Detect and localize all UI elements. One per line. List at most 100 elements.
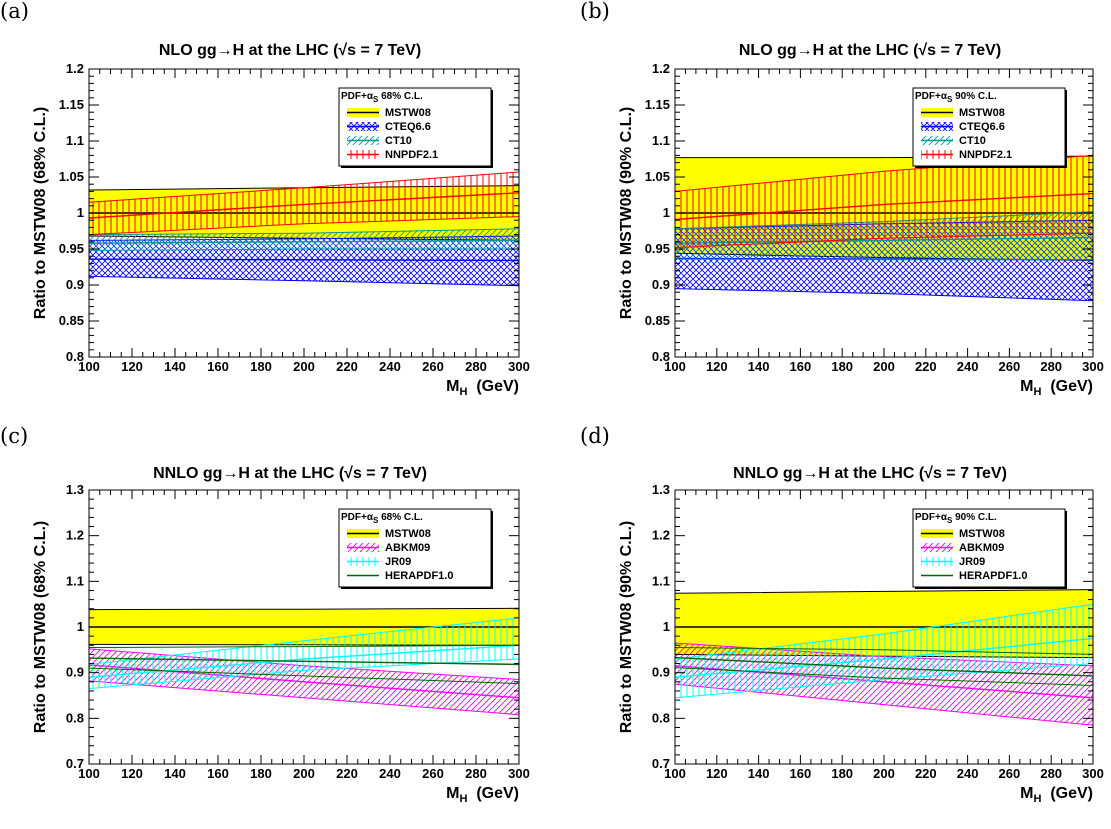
x-tick-label: 140 bbox=[164, 766, 186, 781]
x-tick-label: 280 bbox=[1040, 359, 1062, 374]
chart-title: NNLO gg→H at the LHC (√s = 7 TeV) bbox=[733, 465, 1007, 482]
legend-label: MSTW08 bbox=[959, 107, 1005, 119]
bands bbox=[89, 171, 519, 287]
y-tick-label: 0.8 bbox=[652, 349, 670, 364]
x-tick-label: 120 bbox=[706, 766, 728, 781]
band-upper-nnpdf2.1 bbox=[89, 171, 519, 203]
x-tick-label: 160 bbox=[790, 766, 812, 781]
y-tick-label: 1 bbox=[663, 205, 670, 220]
legend-label: NNPDF2.1 bbox=[959, 149, 1012, 161]
y-axis-label: Ratio to MSTW08 (68% C.L.) bbox=[32, 521, 49, 733]
band-lower-herapdf1.0 bbox=[675, 667, 1093, 686]
panel-label: (c) bbox=[0, 424, 28, 448]
x-tick-label: 100 bbox=[78, 359, 100, 374]
x-axis-label: MH (GeV) bbox=[1020, 785, 1093, 805]
chart-title: NNLO gg→H at the LHC (√s = 7 TeV) bbox=[153, 465, 427, 482]
y-tick-label: 1.2 bbox=[652, 528, 670, 543]
x-tick-label: 200 bbox=[293, 359, 315, 374]
legend-label: MSTW08 bbox=[385, 107, 431, 119]
band-lower-ct10 bbox=[675, 258, 1093, 261]
x-tick-label: 260 bbox=[422, 359, 444, 374]
chart-panel-1: (a)NLO gg→H at the LHC (√s = 7 TeV)100 12… bbox=[0, 0, 530, 398]
legend-label: JR09 bbox=[959, 556, 985, 568]
y-tick-label: 1.15 bbox=[645, 97, 670, 112]
y-tick-label: 1.05 bbox=[59, 169, 84, 184]
legend-label: ABKM09 bbox=[385, 542, 430, 554]
y-tick-label: 1 bbox=[663, 619, 670, 634]
y-tick-label: 1.1 bbox=[652, 573, 670, 588]
central-line-herapdf1.0 bbox=[89, 657, 519, 666]
band-upper-herapdf1.0 bbox=[89, 644, 519, 648]
x-tick-label: 300 bbox=[1082, 359, 1104, 374]
band-lower-cteq6.6 bbox=[675, 288, 1093, 302]
band-upper-mstw08 bbox=[675, 589, 1093, 594]
legend-label: NNPDF2.1 bbox=[385, 149, 438, 161]
bands bbox=[89, 607, 519, 716]
x-tick-label: 180 bbox=[831, 766, 853, 781]
x-tick-label: 260 bbox=[422, 766, 444, 781]
legend-label: CT10 bbox=[385, 135, 412, 147]
x-tick-label: 120 bbox=[706, 359, 728, 374]
panel-label: (d) bbox=[580, 424, 610, 448]
panel-label: (b) bbox=[580, 0, 610, 23]
x-axis-label: MH (GeV) bbox=[1020, 378, 1093, 398]
central-line-herapdf1.0 bbox=[675, 656, 1093, 677]
x-tick-label: 120 bbox=[121, 766, 143, 781]
band-jr09 bbox=[675, 604, 1093, 698]
legend-label: HERAPDF1.0 bbox=[385, 570, 453, 582]
chart-panel-2: (b)NLO gg→H at the LHC (√s = 7 TeV)100 12… bbox=[580, 0, 1104, 398]
x-tick-label: 240 bbox=[379, 766, 401, 781]
y-tick-label: 0.85 bbox=[645, 313, 670, 328]
legend-label: CTEQ6.6 bbox=[959, 121, 1005, 133]
y-tick-label: 1.05 bbox=[645, 169, 670, 184]
band-lower-jr09 bbox=[675, 663, 1093, 699]
y-tick-label: 0.8 bbox=[66, 349, 84, 364]
band-nnpdf2.1 bbox=[89, 172, 519, 235]
y-tick-label: 1.3 bbox=[66, 482, 84, 497]
y-tick-label: 0.9 bbox=[66, 665, 84, 680]
band-jr09 bbox=[89, 617, 519, 689]
legend: PDF+αS 68% C.L. MSTW08 CTEQ6.6 CT10 NNPDF2.1 bbox=[338, 87, 493, 168]
bands bbox=[675, 589, 1093, 726]
bands bbox=[675, 154, 1093, 302]
central-line-nnpdf2.1 bbox=[89, 192, 519, 219]
y-tick-label: 0.7 bbox=[652, 756, 670, 771]
x-tick-label: 100 bbox=[664, 766, 686, 781]
y-tick-label: 0.8 bbox=[652, 710, 670, 725]
x-tick-label: 200 bbox=[873, 359, 895, 374]
band-lower-nnpdf2.1 bbox=[89, 216, 519, 236]
panel-label: (a) bbox=[0, 0, 29, 23]
y-tick-label: 0.9 bbox=[652, 277, 670, 292]
y-tick-label: 0.95 bbox=[59, 241, 84, 256]
central-line-cteq6.6 bbox=[89, 258, 519, 262]
x-tick-label: 300 bbox=[508, 359, 530, 374]
x-tick-label: 300 bbox=[1082, 766, 1104, 781]
x-tick-label: 100 bbox=[78, 766, 100, 781]
band-lower-cteq6.6 bbox=[89, 275, 519, 287]
legend-label: MSTW08 bbox=[959, 528, 1005, 540]
y-tick-label: 1.1 bbox=[66, 133, 84, 148]
legend-label: ABKM09 bbox=[959, 542, 1004, 554]
x-tick-label: 160 bbox=[207, 766, 229, 781]
central-line-ct10 bbox=[89, 239, 519, 244]
y-tick-label: 1.1 bbox=[66, 573, 84, 588]
x-tick-label: 280 bbox=[465, 766, 487, 781]
chart-title: NLO gg→H at the LHC (√s = 7 TeV) bbox=[739, 42, 1001, 59]
band-lower-ct10 bbox=[89, 248, 519, 251]
chart-panel-4: (d) NNLO gg→H at the LHC (√s = 7 TeV) 100 1… bbox=[580, 424, 1104, 805]
legend-header: PDF+αS 68% C.L. bbox=[341, 91, 423, 104]
y-tick-label: 1.2 bbox=[66, 61, 84, 76]
legend-header: PDF+αS 90% C.L. bbox=[915, 512, 997, 525]
x-tick-label: 180 bbox=[831, 359, 853, 374]
x-tick-label: 240 bbox=[379, 359, 401, 374]
legend-label: HERAPDF1.0 bbox=[959, 570, 1027, 582]
band-upper-ct10 bbox=[89, 228, 519, 236]
y-tick-label: 0.8 bbox=[66, 710, 84, 725]
y-tick-label: 0.9 bbox=[652, 665, 670, 680]
legend-label: JR09 bbox=[385, 556, 411, 568]
x-tick-label: 220 bbox=[336, 359, 358, 374]
y-tick-label: 1 bbox=[77, 205, 84, 220]
legend-label: CT10 bbox=[959, 135, 986, 147]
legend-label: CTEQ6.6 bbox=[385, 121, 431, 133]
y-tick-label: 0.85 bbox=[59, 313, 84, 328]
